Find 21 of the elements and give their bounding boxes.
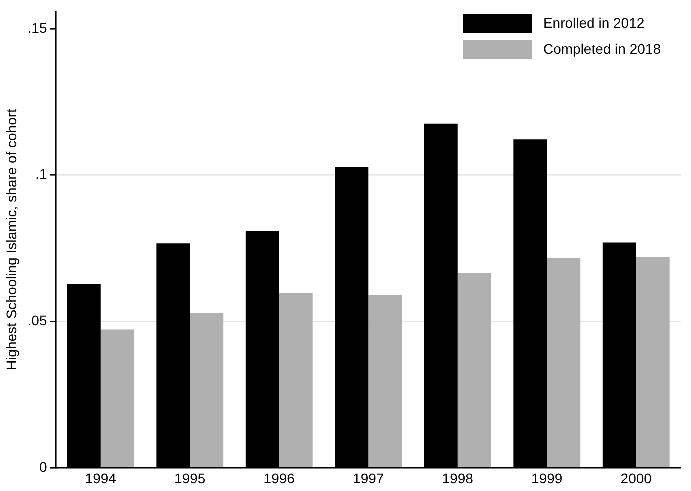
bar (636, 257, 670, 468)
bar (458, 273, 492, 468)
x-tick-label: 1997 (353, 470, 384, 486)
x-tick-label: 1994 (85, 470, 117, 486)
x-tick-label: 1995 (174, 470, 206, 486)
y-tick-label: 0 (39, 459, 48, 476)
y-tick-label: .05 (28, 312, 48, 329)
y-axis-title: Highest Schooling Islamic, share of cohort (3, 108, 20, 371)
y-tick-label: .15 (28, 20, 48, 36)
legend-label: Enrolled in 2012 (543, 15, 645, 31)
x-tick-label: 1998 (442, 470, 474, 486)
x-tick-label: 1996 (264, 470, 296, 486)
bar (190, 313, 224, 468)
legend-label: Completed in 2018 (543, 41, 661, 57)
bar (279, 293, 313, 468)
x-tick-label: 1999 (532, 470, 563, 486)
y-tick-label: .1 (36, 166, 48, 182)
bar (100, 330, 134, 468)
x-tick-label: 2000 (620, 470, 652, 486)
bar (368, 295, 402, 468)
bar (547, 258, 581, 468)
